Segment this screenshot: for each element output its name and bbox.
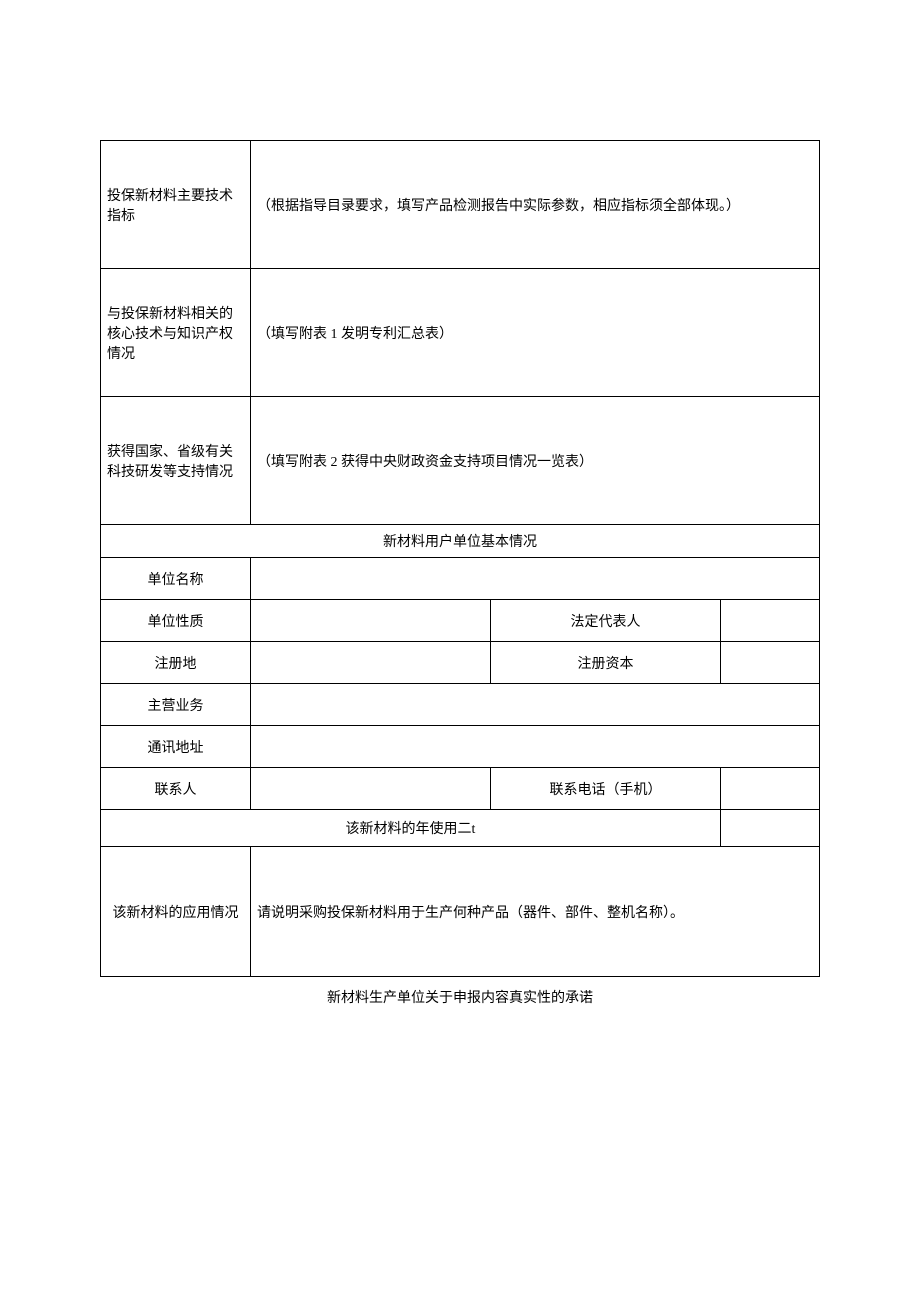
address-row: 通讯地址	[101, 726, 820, 768]
reg-capital-value[interactable]	[721, 642, 820, 684]
unit-nature-row: 单位性质 法定代表人	[101, 600, 820, 642]
main-business-label: 主营业务	[101, 684, 251, 726]
application-row: 该新材料的应用情况 请说明采购投保新材料用于生产何种产品（器件、部件、整机名称）…	[101, 847, 820, 977]
support-row: 获得国家、省级有关科技研发等支持情况 （填写附表 2 获得中央财政资金支持项目情…	[101, 397, 820, 525]
tech-index-row: 投保新材料主要技术指标 （根据指导目录要求，填写产品检测报告中实际参数，相应指标…	[101, 141, 820, 269]
reg-place-label: 注册地	[101, 642, 251, 684]
ip-row: 与投保新材料相关的核心技术与知识产权情况 （填写附表 1 发明专利汇总表）	[101, 269, 820, 397]
phone-value[interactable]	[721, 768, 820, 810]
unit-name-value[interactable]	[251, 558, 820, 600]
unit-name-row: 单位名称	[101, 558, 820, 600]
ip-content: （填写附表 1 发明专利汇总表）	[251, 269, 820, 397]
form-table: 投保新材料主要技术指标 （根据指导目录要求，填写产品检测报告中实际参数，相应指标…	[100, 140, 820, 977]
contact-row: 联系人 联系电话（手机）	[101, 768, 820, 810]
section-header-row: 新材料用户单位基本情况	[101, 525, 820, 558]
unit-nature-value[interactable]	[251, 600, 491, 642]
reg-place-value[interactable]	[251, 642, 491, 684]
main-business-row: 主营业务	[101, 684, 820, 726]
annual-use-value[interactable]	[721, 810, 820, 847]
main-business-value[interactable]	[251, 684, 820, 726]
ip-label: 与投保新材料相关的核心技术与知识产权情况	[101, 269, 251, 397]
support-label: 获得国家、省级有关科技研发等支持情况	[101, 397, 251, 525]
unit-nature-label: 单位性质	[101, 600, 251, 642]
tech-index-content: （根据指导目录要求，填写产品检测报告中实际参数，相应指标须全部体现。）	[251, 141, 820, 269]
tech-index-label: 投保新材料主要技术指标	[101, 141, 251, 269]
application-content: 请说明采购投保新材料用于生产何种产品（器件、部件、整机名称）。	[251, 847, 820, 977]
address-label: 通讯地址	[101, 726, 251, 768]
footer-text: 新材料生产单位关于申报内容真实性的承诺	[100, 987, 820, 1007]
reg-capital-label: 注册资本	[491, 642, 721, 684]
contact-value[interactable]	[251, 768, 491, 810]
phone-label: 联系电话（手机）	[491, 768, 721, 810]
annual-use-label: 该新材料的年使用二t	[101, 810, 721, 847]
support-content: （填写附表 2 获得中央财政资金支持项目情况一览表）	[251, 397, 820, 525]
address-value[interactable]	[251, 726, 820, 768]
section-header: 新材料用户单位基本情况	[101, 525, 820, 558]
legal-rep-label: 法定代表人	[491, 600, 721, 642]
contact-label: 联系人	[101, 768, 251, 810]
legal-rep-value[interactable]	[721, 600, 820, 642]
annual-use-row: 该新材料的年使用二t	[101, 810, 820, 847]
application-label: 该新材料的应用情况	[101, 847, 251, 977]
reg-row: 注册地 注册资本	[101, 642, 820, 684]
unit-name-label: 单位名称	[101, 558, 251, 600]
